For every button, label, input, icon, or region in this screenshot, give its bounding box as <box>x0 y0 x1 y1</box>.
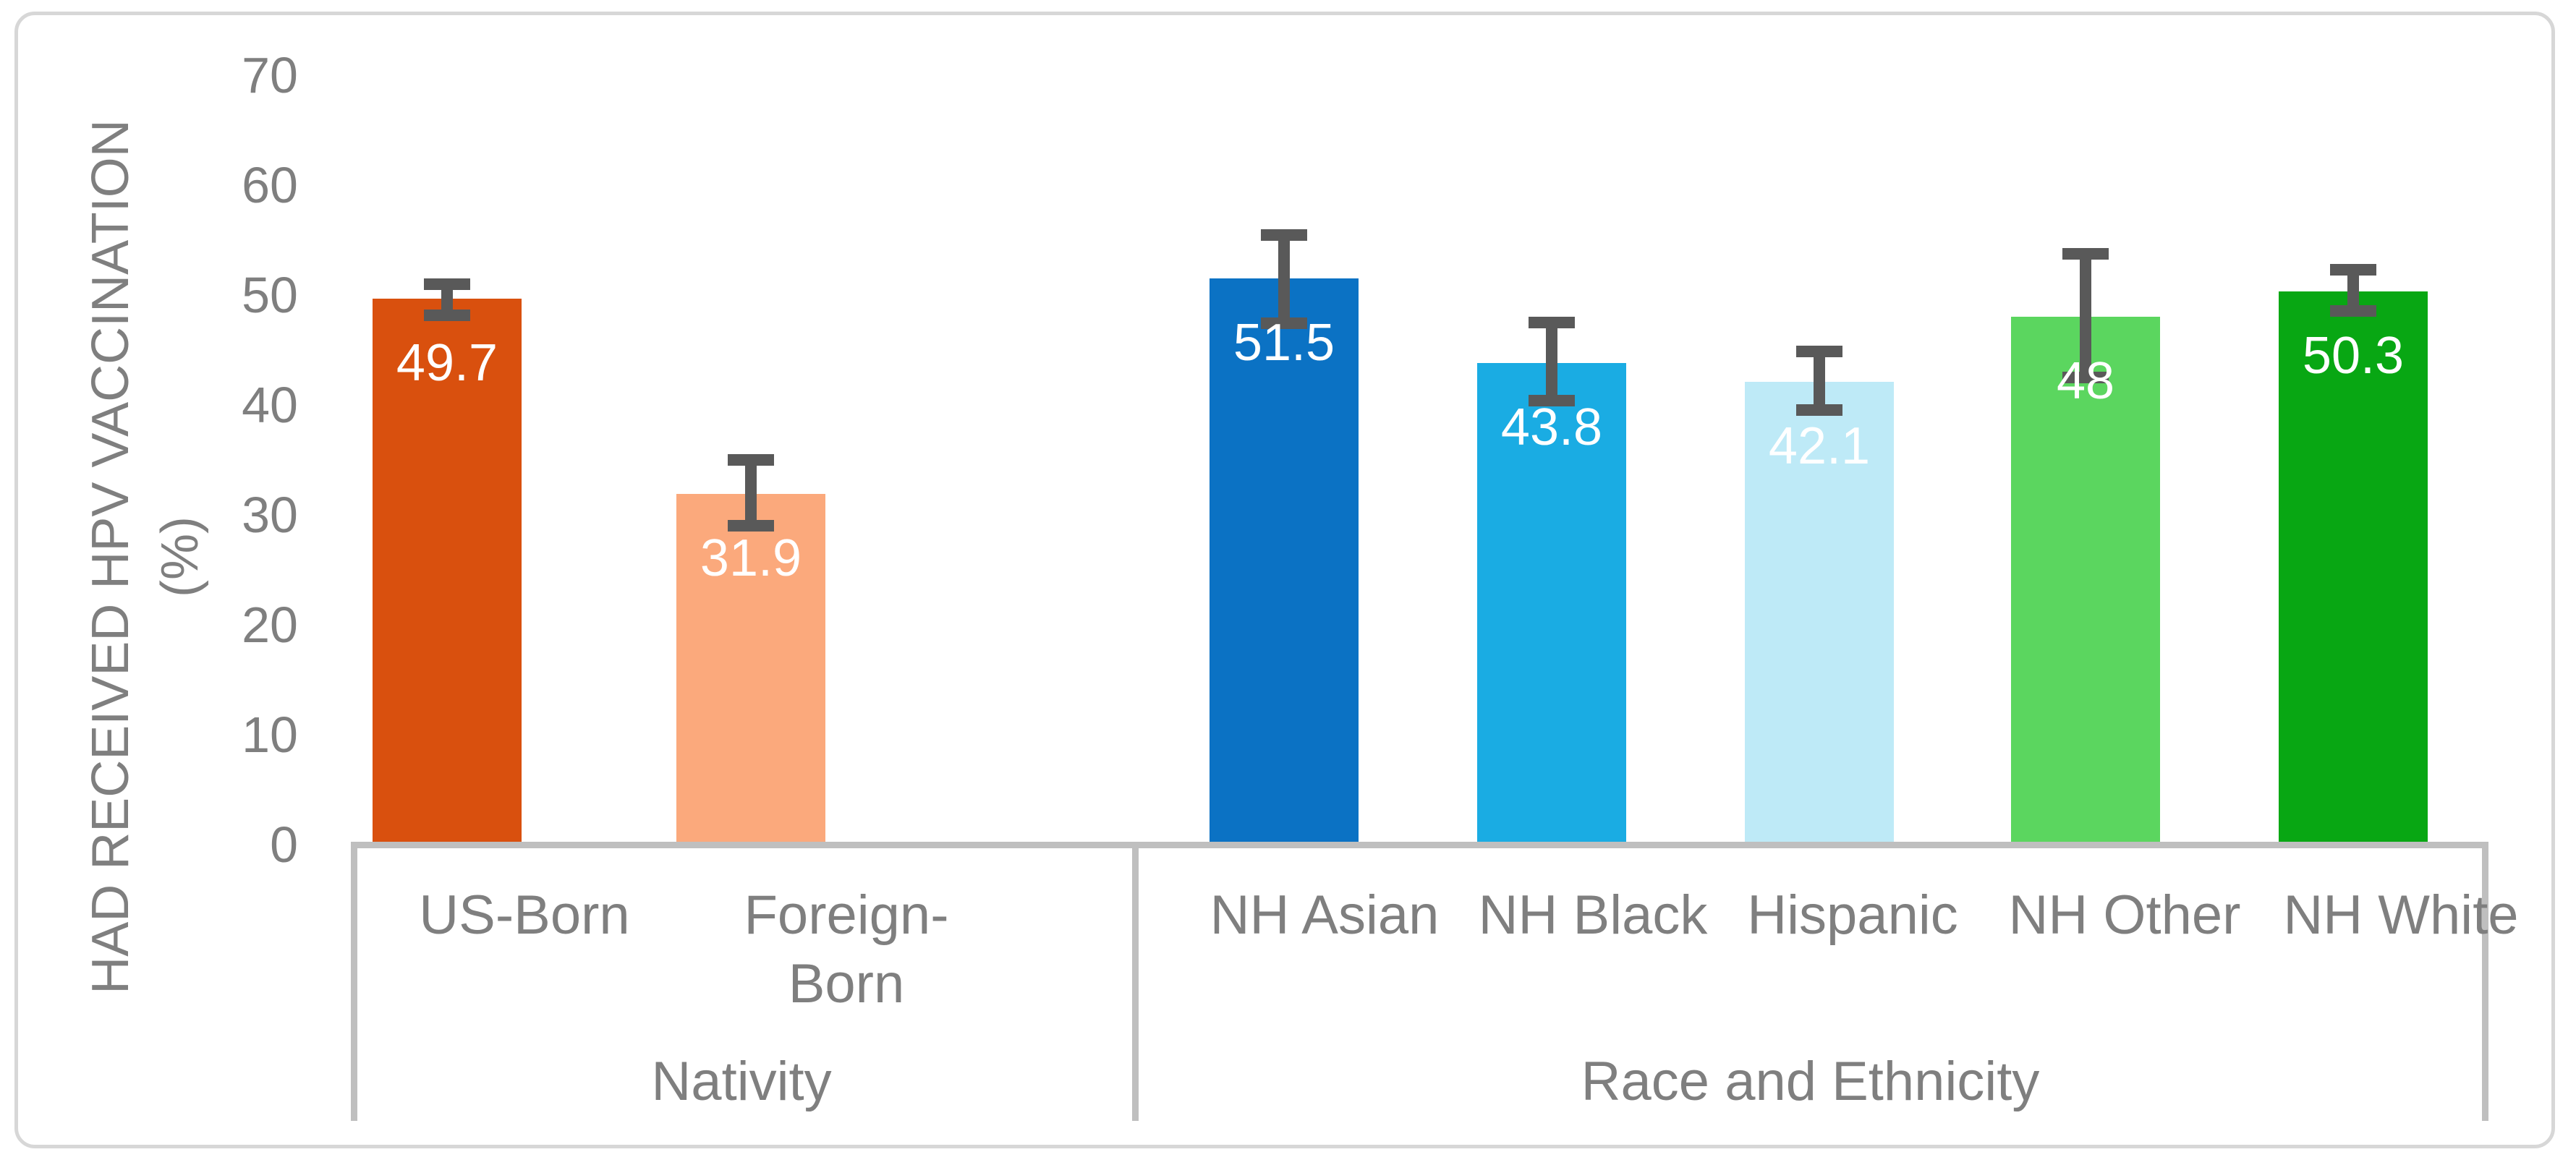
error-bar-hispanic <box>1814 345 1825 417</box>
category-label-nh-white: NH White <box>2283 884 2519 946</box>
bar-nh-black <box>1477 363 1626 845</box>
y-tick-20: 20 <box>242 597 298 653</box>
bar-nh-white <box>2279 291 2428 845</box>
data-label-nh-white: 50.3 <box>2302 327 2405 385</box>
error-cap-high-nh-asian <box>1261 229 1307 241</box>
y-tick-60: 60 <box>242 157 298 213</box>
error-cap-low-nh-black <box>1529 394 1575 406</box>
category-label-us-born: US-Born <box>419 884 630 946</box>
y-tick-0: 0 <box>270 816 298 873</box>
error-cap-high-us-born <box>424 278 470 291</box>
data-label-hispanic: 42.1 <box>1768 417 1871 476</box>
axis-border-right <box>2482 846 2488 1121</box>
error-cap-low-nh-other <box>2062 371 2109 383</box>
error-cap-high-nh-black <box>1529 317 1575 329</box>
y-tick-70: 70 <box>242 47 298 103</box>
y-tick-40: 40 <box>242 377 298 433</box>
bar-nh-other <box>2011 317 2160 845</box>
error-cap-high-nh-white <box>2330 264 2376 276</box>
y-tick-10: 10 <box>242 707 298 763</box>
error-cap-high-foreign-born <box>728 454 774 466</box>
data-label-us-born: 49.7 <box>396 333 498 392</box>
group-label-nativity: Nativity <box>651 1051 832 1112</box>
x-axis-line <box>351 842 2488 848</box>
error-bar-foreign-born <box>745 454 757 532</box>
error-cap-low-nh-asian <box>1261 317 1307 330</box>
bar-hispanic <box>1745 382 1894 845</box>
error-cap-low-nh-white <box>2330 305 2376 317</box>
bar-foreign-born <box>676 494 825 845</box>
y-tick-30: 30 <box>242 487 298 543</box>
error-bar-nh-other <box>2080 247 2091 383</box>
error-cap-high-nh-other <box>2062 247 2109 260</box>
error-cap-low-hispanic <box>1796 404 1842 417</box>
error-bar-nh-asian <box>1278 229 1290 330</box>
group-label-race-and-ethnicity: Race and Ethnicity <box>1581 1051 2040 1112</box>
category-label-foreign-born: Foreign-Born <box>744 884 949 1015</box>
y-tick-50: 50 <box>242 267 298 323</box>
error-cap-high-hispanic <box>1796 345 1842 357</box>
data-label-nh-black: 43.8 <box>1500 398 1603 457</box>
data-label-nh-asian: 51.5 <box>1233 314 1335 372</box>
category-label-nh-other: NH Other <box>2008 884 2241 946</box>
data-label-foreign-born: 31.9 <box>700 529 802 588</box>
category-label-nh-asian: NH Asian <box>1210 884 1440 946</box>
error-cap-low-foreign-born <box>728 519 774 532</box>
data-label-nh-other: 48 <box>2056 352 2115 411</box>
error-bar-nh-white <box>2347 264 2359 317</box>
bar-nh-asian <box>1210 278 1359 845</box>
bar-us-born <box>373 298 522 845</box>
category-label-hispanic: Hispanic <box>1747 884 1958 946</box>
error-bar-nh-black <box>1546 317 1557 406</box>
error-cap-low-us-born <box>424 310 470 322</box>
group-divider <box>1132 846 1139 1121</box>
axis-border-left <box>351 846 357 1121</box>
category-label-nh-black: NH Black <box>1478 884 1708 946</box>
